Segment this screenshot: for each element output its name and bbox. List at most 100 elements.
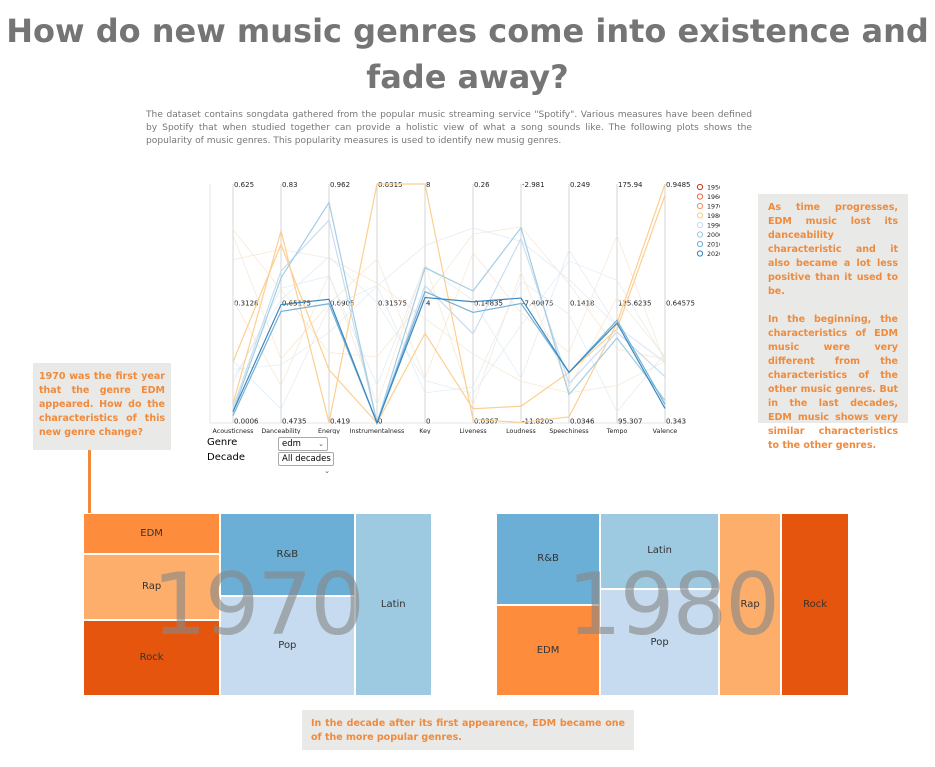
intro-text: The dataset contains songdata gathered f… — [146, 110, 752, 146]
axis-label-acousticness: Acousticness — [213, 428, 254, 434]
legend-swatch-1960 — [696, 193, 704, 200]
axis-label-liveness: Liveness — [459, 428, 486, 434]
treemap-tile-pop: Pop — [220, 595, 355, 696]
treemap-tile-label: EDM — [140, 527, 163, 539]
treemap-tile-label: Rap — [740, 599, 760, 610]
genre-control: Genre edm ⌄ — [207, 437, 328, 451]
tick-label-energy: 0.962 — [330, 181, 350, 189]
treemap-tile-rap: Rap — [83, 553, 221, 620]
background-line — [232, 262, 666, 407]
axis-label-speechiness: Speechiness — [549, 428, 588, 434]
legend-label-1980: 1980 — [707, 213, 720, 220]
decade-select-value: All decades — [282, 454, 331, 464]
note-edm-evolution: As time progresses, EDM music lost its d… — [758, 194, 908, 451]
treemap-tile-r-b: R&B — [220, 513, 355, 596]
tick-label-acousticness: 0.625 — [234, 181, 254, 189]
treemap-tile-rock: Rock — [83, 619, 221, 696]
axis-label-valence: Valence — [653, 428, 678, 434]
legend-label-2010: 2010 — [707, 241, 720, 248]
series-line-2010 — [232, 290, 666, 425]
tick-label-key: 4 — [426, 299, 431, 307]
background-line — [232, 249, 666, 387]
treemap-tile-label: Pop — [650, 636, 669, 648]
tick-label-speechiness: 0.1418 — [570, 299, 595, 307]
legend-label-2020: 2020 — [707, 251, 720, 258]
tick-label-tempo: 135.6235 — [618, 299, 651, 307]
treemap-tile-label: R&B — [276, 548, 299, 560]
axis-label-instrumentalness: Instrumentalness — [350, 428, 405, 434]
note-connector-line — [88, 450, 91, 514]
treemap-tile-edm: EDM — [83, 513, 221, 554]
decade-select[interactable]: All decades ⌄ — [278, 452, 334, 475]
note-left-text: 1970 was the first year that the genre E… — [39, 371, 165, 438]
tick-label-key: 0 — [426, 418, 430, 426]
tick-label-danceability: 0.4735 — [282, 418, 307, 426]
treemap-1980: R&B EDM Latin Pop Rap Rock 1980 — [496, 513, 849, 696]
tick-label-key: 8 — [426, 181, 430, 189]
background-line — [232, 227, 666, 370]
tick-label-valence: 0.343 — [666, 418, 686, 426]
treemap-tile-r-b: R&B — [496, 513, 601, 605]
page-title: How do new music genres come into existe… — [6, 12, 929, 96]
note-right-text-2: In the beginning, the characteristics of… — [768, 314, 898, 451]
tick-label-loudness: -11.8205 — [522, 418, 553, 426]
treemap-tile-rock: Rock — [781, 513, 849, 696]
decade-label: Decade — [207, 452, 245, 463]
legend-label-1990: 1990 — [707, 222, 720, 229]
tick-label-liveness: 0.26 — [474, 181, 490, 189]
legend-swatch-1990 — [696, 221, 704, 229]
chevron-down-icon: ⌄ — [318, 440, 324, 448]
tick-label-liveness: 0.0367 — [474, 418, 499, 426]
axis-label-key: Key — [419, 428, 431, 434]
chevron-down-icon: ⌄ — [324, 467, 330, 475]
axis-label-energy: Energy — [318, 428, 340, 434]
axis-label-loudness: Loudness — [506, 428, 536, 434]
tick-label-tempo: 95.307 — [618, 418, 643, 426]
background-line — [232, 226, 666, 360]
background-line — [232, 256, 666, 395]
series-line-2000 — [232, 200, 666, 426]
tick-label-loudness: -2.981 — [522, 181, 545, 189]
note-right-text-1: As time progresses, EDM music lost its d… — [768, 202, 898, 297]
tick-label-speechiness: 0.249 — [570, 181, 590, 189]
note-bottom-text: In the decade after its first appearence… — [311, 718, 625, 743]
treemap-1970: EDM Rap Rock R&B Pop Latin 1970 — [83, 513, 432, 696]
legend-swatch-2000 — [696, 231, 704, 238]
treemap-tile-label: Latin — [647, 545, 672, 557]
decade-control: Decade All decades ⌄ — [207, 452, 334, 475]
note-first-edm-year: 1970 was the first year that the genre E… — [33, 363, 171, 450]
treemap-tile-label: R&B — [537, 553, 559, 565]
legend-swatch-2020 — [696, 250, 704, 257]
genre-select-value: edm — [282, 439, 301, 449]
tick-label-instrumentalness: 0.6315 — [378, 181, 403, 189]
axis-label-tempo: Tempo — [606, 428, 628, 434]
series-line-2020 — [232, 296, 666, 425]
tick-label-energy: 0.6905 — [330, 299, 355, 307]
genre-select[interactable]: edm ⌄ — [278, 437, 328, 451]
legend-swatch-1950 — [696, 183, 704, 191]
parallel-coordinates-chart: 0.6250.31280.0006Acousticness0.830.65175… — [209, 181, 720, 434]
tick-label-valence: 0.64575 — [666, 299, 695, 307]
legend-label-1970: 1970 — [707, 203, 720, 210]
treemap-tile-label: Rock — [139, 652, 164, 664]
background-line — [232, 249, 666, 394]
treemap-tile-label: EDM — [536, 644, 560, 656]
tick-label-valence: 0.9485 — [666, 181, 691, 189]
note-edm-popularity: In the decade after its first appearence… — [302, 710, 634, 750]
treemap-tile-label: Rap — [141, 581, 162, 593]
tick-label-acousticness: 0.3128 — [234, 299, 259, 307]
legend-label-1960: 1960 — [707, 194, 720, 201]
axis-label-danceability: Danceability — [261, 428, 301, 434]
treemap-tile-label: Pop — [278, 640, 297, 652]
genre-label: Genre — [207, 437, 238, 448]
legend-swatch-1970 — [696, 202, 704, 210]
tick-label-instrumentalness: 0.31575 — [378, 299, 407, 307]
treemap-tile-edm: EDM — [496, 604, 601, 696]
tick-label-instrumentalness: 0 — [378, 418, 382, 426]
series-line-1990 — [232, 218, 666, 426]
legend-label-1950: 1950 — [707, 184, 720, 191]
background-line — [232, 234, 666, 380]
legend-label-2000: 2000 — [707, 232, 720, 239]
tick-label-tempo: 175.94 — [618, 181, 643, 189]
legend-swatch-2010 — [696, 240, 704, 248]
